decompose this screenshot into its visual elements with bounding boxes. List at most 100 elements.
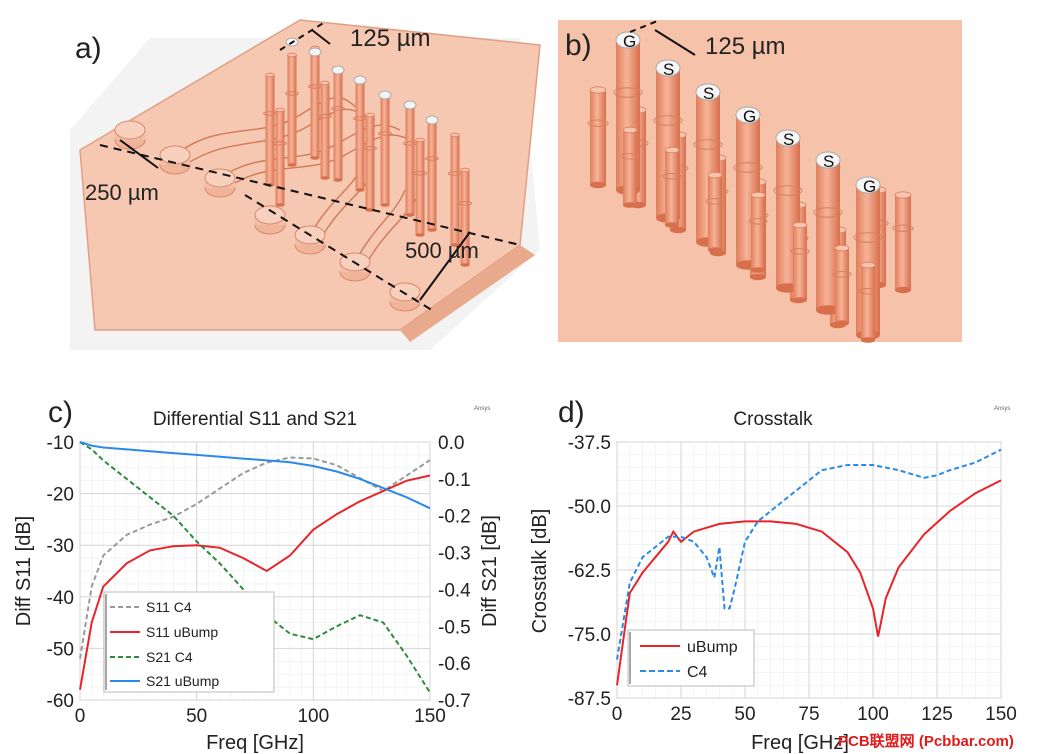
y-tick-label: -37.5 [568, 433, 611, 454]
panel-a-pad [353, 75, 367, 85]
chart-c-ticks: 0 50 100 150 -10 -20 -30 -40 -50 -60 0.0 -0.1 -0.2 -0… [47, 433, 472, 727]
chart-d-series-group [616, 448, 1002, 686]
panel-a: a) 125 µm 250 µm 500 µm [70, 19, 541, 350]
y2-tick-label: 0.0 [438, 433, 464, 454]
x-tick-label: 100 [857, 704, 889, 725]
y2-tick-label: -0.5 [438, 617, 471, 638]
y-tick-label: -62.5 [568, 561, 611, 582]
series-line-s21-ubump [79, 441, 431, 510]
chart-d-xlabel: Freq [GHz] [751, 732, 849, 754]
panel-b-pad-label: G [863, 177, 876, 196]
x-tick-label: 0 [75, 706, 86, 727]
chart-d-title: Crosstalk [733, 409, 813, 430]
panel-a-bump [294, 225, 326, 255]
y2-tick-label: -0.2 [438, 507, 471, 528]
panel-a-pad [425, 115, 439, 125]
y2-tick-label: -0.6 [438, 654, 471, 675]
chart-d-legend: uBump C4 [627, 629, 755, 687]
panel-b-label: b) [565, 29, 592, 62]
chart-c-legend-box [103, 591, 275, 693]
panel-b-dimension-lines [629, 19, 696, 56]
legend-label-s11-ubump: S11 uBump [146, 624, 218, 640]
panel-b-pad: S [695, 83, 721, 103]
chart-c-grid [79, 441, 431, 701]
chart-d: 0 25 50 75 100 125 150 -37.5 -50.0 -62.5 -75.0 -87.… [529, 396, 1017, 754]
chart-d-ticks: 0 25 50 75 100 125 150 -37.5 -50.0 -62.5 -75.0 -87.… [568, 433, 1017, 725]
panel-b-pillar [892, 191, 914, 294]
panel-a-pad [403, 100, 417, 110]
chart-d-ylabel: Crosstalk [dB] [529, 509, 551, 633]
chart-c-title: Differential S11 and S21 [153, 409, 357, 430]
legend-label-s21-ubump: S21 uBump [146, 673, 219, 689]
series-line-ubump [616, 479, 1002, 686]
chart-c: 0 50 100 150 -10 -20 -30 -40 -50 -60 0.0 -0.1 -0.2 -0… [13, 396, 501, 754]
panel-b-pad-label: G [623, 32, 636, 51]
chart-d-logo: Ansys [994, 406, 1010, 412]
panel-b-pillar [620, 126, 640, 208]
panel-a-pillar [285, 52, 299, 167]
panel-b-pad: S [655, 59, 681, 79]
panel-b-pad: S [815, 151, 841, 171]
panel-b-pad-label: G [743, 107, 756, 126]
y-tick-label: -50 [47, 639, 74, 660]
chart-c-ylabel: Diff S11 [dB] [13, 516, 35, 626]
panel-b-pillar [858, 261, 878, 343]
series-line-s11-ubump [79, 474, 431, 690]
panel-b: G S S G S S G b) 125 µm [558, 19, 962, 343]
chart-c-panel-label: c) [48, 396, 73, 429]
x-tick-label: 150 [985, 704, 1017, 725]
legend-label-c4: C4 [687, 664, 708, 681]
legend-label-s11-c4: S11 C4 [146, 599, 192, 615]
chart-d-panel-label: d) [558, 396, 585, 429]
y-tick-label: -87.5 [568, 689, 611, 710]
chart-c-legend: S11 C4 S11 uBump S21 C4 S21 uBump [103, 591, 275, 693]
panel-a-bump [114, 120, 146, 150]
y2-tick-label: -0.3 [438, 544, 471, 565]
panel-a-dim-500: 500 µm [405, 238, 479, 263]
watermark: PCB联盟网 (Pcbbar.com) [838, 733, 1014, 750]
panel-a-board-edge [400, 245, 535, 342]
panel-a-dim-250: 250 µm [85, 180, 159, 205]
panel-b-pillar [662, 146, 682, 228]
panel-b-structures: G S S G S S G [587, 19, 914, 343]
x-tick-label: 150 [414, 706, 446, 727]
panel-b-dim-125: 125 µm [705, 33, 786, 60]
y2-tick-label: -0.1 [438, 470, 471, 491]
panel-b-pillar [790, 221, 810, 303]
x-tick-label: 50 [186, 706, 207, 727]
chart-d-legend-box [627, 629, 755, 687]
panel-a-pad [308, 47, 322, 57]
panel-a-pad [378, 90, 392, 100]
y2-tick-label: -0.4 [438, 580, 471, 601]
legend-label-s21-c4: S21 C4 [146, 649, 193, 665]
panel-b-pad: S [775, 129, 801, 149]
y-tick-label: -75.0 [568, 625, 611, 646]
y-tick-label: -10 [47, 433, 74, 454]
chart-c-series-group [79, 441, 431, 694]
panel-b-pillar [705, 171, 725, 253]
panel-a-pillar [273, 107, 287, 207]
x-tick-label: 100 [297, 706, 329, 727]
panel-a-dimension-lines [99, 21, 521, 313]
series-line-s21-c4 [79, 441, 431, 694]
y2-tick-label: -0.7 [438, 691, 471, 712]
panel-b-pillar [587, 86, 609, 189]
x-tick-label: 25 [670, 704, 691, 725]
y-tick-label: -20 [47, 485, 74, 506]
panel-b-pillar [748, 191, 768, 273]
panel-a-pad [331, 65, 345, 75]
panel-b-pad-label: S [783, 130, 794, 149]
panel-a-pillar [363, 112, 377, 212]
legend-label-ubump: uBump [687, 639, 738, 656]
panel-b-pillar [832, 244, 852, 326]
x-tick-label: 125 [921, 704, 953, 725]
panel-b-pad: G [615, 31, 641, 51]
panel-a-label: a) [75, 32, 102, 65]
panel-a-bump [159, 145, 191, 175]
chart-c-xlabel: Freq [GHz] [206, 732, 304, 754]
y-tick-label: -40 [47, 588, 74, 609]
panel-a-structures [99, 21, 521, 313]
panel-a-pillar [413, 137, 427, 237]
y-tick-label: -60 [47, 691, 74, 712]
